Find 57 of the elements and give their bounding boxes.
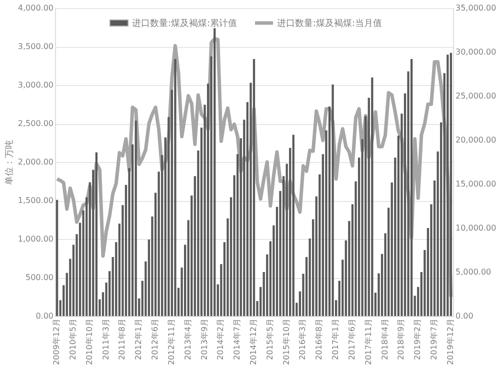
y-tick-label: 1,000.00 [18,234,54,244]
y-tick-label: 500.00 [26,273,54,282]
x-tick-label: 2013年4月 [183,318,192,360]
bar [446,54,449,316]
x-tick-label: 2014年2月 [216,318,226,360]
x-tick-label: 2017年1月 [331,318,340,360]
x-tick-label: 2015年10月 [282,318,291,366]
x-tick-label: 2011年3月 [101,318,110,360]
x-tick-label: 2011年8月 [118,318,127,360]
y2-tick-label: 35,000.00 [456,4,496,12]
bar [56,200,58,316]
y-tick-label: 3,000.00 [18,80,54,90]
legend-label: 进口数量:煤及褐煤:累计值 [132,18,238,29]
y2-tick-label: 5,000.00 [456,268,492,276]
x-tick-label: 2019年7月 [430,318,439,360]
x-tick-label: 2017年6月 [347,318,356,360]
bar [450,52,452,316]
x-tick-label: 2013年9月 [200,318,209,360]
bar [134,120,137,316]
y-tick-label: 1,500.00 [18,196,54,205]
x-tick-label: 2019年12月 [446,318,455,366]
bar [174,59,176,316]
y-axis-title: 单位：万吨 [4,140,15,185]
y-tick-label: 3,500.00 [18,42,54,51]
x-tick-label: 2012年1月 [134,318,144,360]
x-tick-label: 2016年3月 [298,318,308,360]
x-tick-label: 2012年6月 [150,318,160,360]
x-tick-label: 2014年7月 [232,318,242,360]
x-tick-label: 2018年4月 [380,318,390,360]
x-tick-label: 2015年5月 [265,318,274,360]
y2-tick-label: 25,000.00 [456,92,496,100]
bar [371,78,374,316]
bar [410,59,413,316]
bar [214,28,216,316]
x-tick-label: 2009年12月 [52,318,62,366]
x-tick-label: 2019年2月 [413,318,422,360]
bar [332,84,334,316]
y-tick-label: 4,000.00 [18,4,54,12]
bar [292,134,294,316]
x-tick-label: 2012年11月 [166,318,176,366]
y2-tick-label: 10,000.00 [456,224,496,232]
legend-label: 进口数量:煤及褐煤:当月值 [277,18,382,29]
x-tick-label: 2017年11月 [364,318,373,366]
x-tick-label: 2016年8月 [314,318,324,360]
y2-tick-label: 0.00 [456,312,474,320]
x-tick-label: 2014年12月 [249,318,258,366]
y-tick-label: 2,000.00 [18,158,54,166]
y-tick-label: 2,500.00 [18,119,54,128]
y2-tick-label: 30,000.00 [456,48,496,56]
y-tick-label: 0.00 [36,312,54,320]
x-tick-label: 2010年10月 [84,318,94,366]
bar [252,59,256,316]
x-tick-label: 2010年5月 [68,318,78,360]
y2-tick-label: 20,000.00 [456,136,496,144]
y2-tick-label: 15,000.00 [456,180,496,188]
bar [95,152,98,316]
x-tick-label: 2018年9月 [396,318,406,360]
